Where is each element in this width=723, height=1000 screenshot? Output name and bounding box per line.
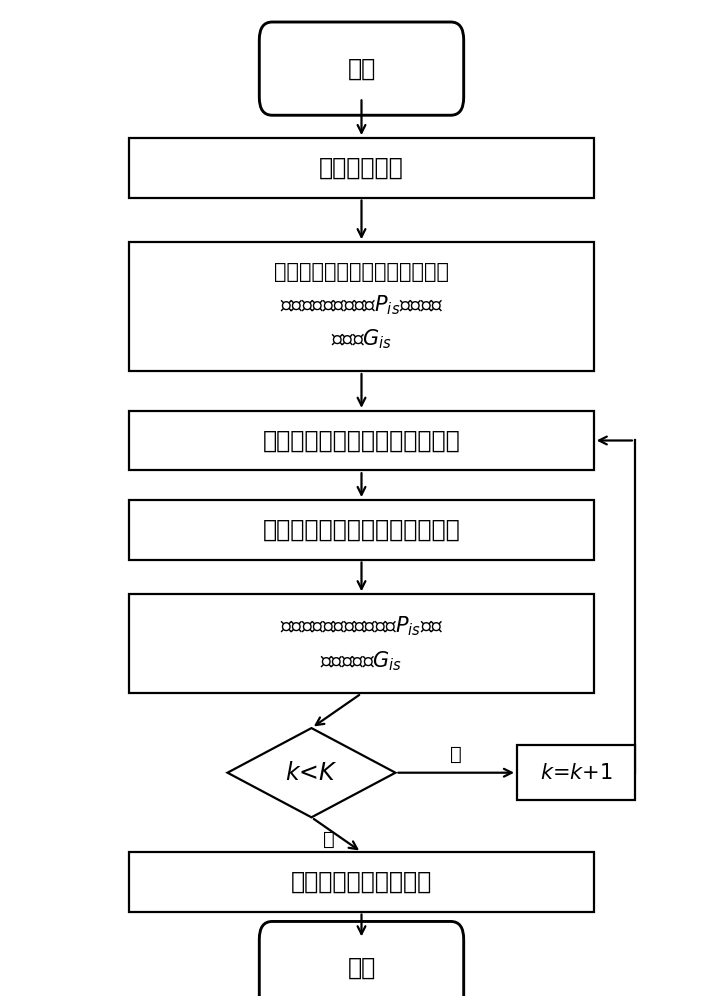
Text: 更新天牛粒子的步长和惯性权重: 更新天牛粒子的步长和惯性权重 [262, 428, 461, 452]
Bar [129, 500, 594, 560]
Text: 开始: 开始 [347, 57, 376, 81]
FancyBboxPatch shape [260, 921, 463, 1000]
Text: $k$<$K$: $k$<$K$ [285, 761, 338, 785]
Text: 否: 否 [323, 830, 335, 849]
Text: 更新所有粒子的位置和适应度值: 更新所有粒子的位置和适应度值 [262, 518, 461, 542]
Text: 更新粒子的个体最优位置$P_{is}$和全
局最优位置$G_{is}$: 更新粒子的个体最优位置$P_{is}$和全 局最优位置$G_{is}$ [280, 615, 443, 673]
Text: 是: 是 [450, 745, 462, 764]
Polygon shape [228, 728, 395, 817]
Bar [517, 745, 635, 800]
Bar [129, 852, 594, 912]
Bar [129, 242, 594, 371]
Bar [129, 138, 594, 198]
Bar [129, 594, 594, 693]
Text: 计算天牛粒子的适应度值，产生
粒子的个体最优位置$P_{is}$和全局最
优位置$G_{is}$: 计算天牛粒子的适应度值，产生 粒子的个体最优位置$P_{is}$和全局最 优位置… [274, 262, 449, 351]
Bar [129, 411, 594, 470]
FancyBboxPatch shape [260, 22, 463, 115]
Text: 获得优化函数的最优解: 获得优化函数的最优解 [291, 870, 432, 894]
Text: 结束: 结束 [347, 956, 376, 980]
Text: $k$=$k$+1: $k$=$k$+1 [539, 763, 612, 783]
Text: 天牛群初始化: 天牛群初始化 [319, 156, 404, 180]
